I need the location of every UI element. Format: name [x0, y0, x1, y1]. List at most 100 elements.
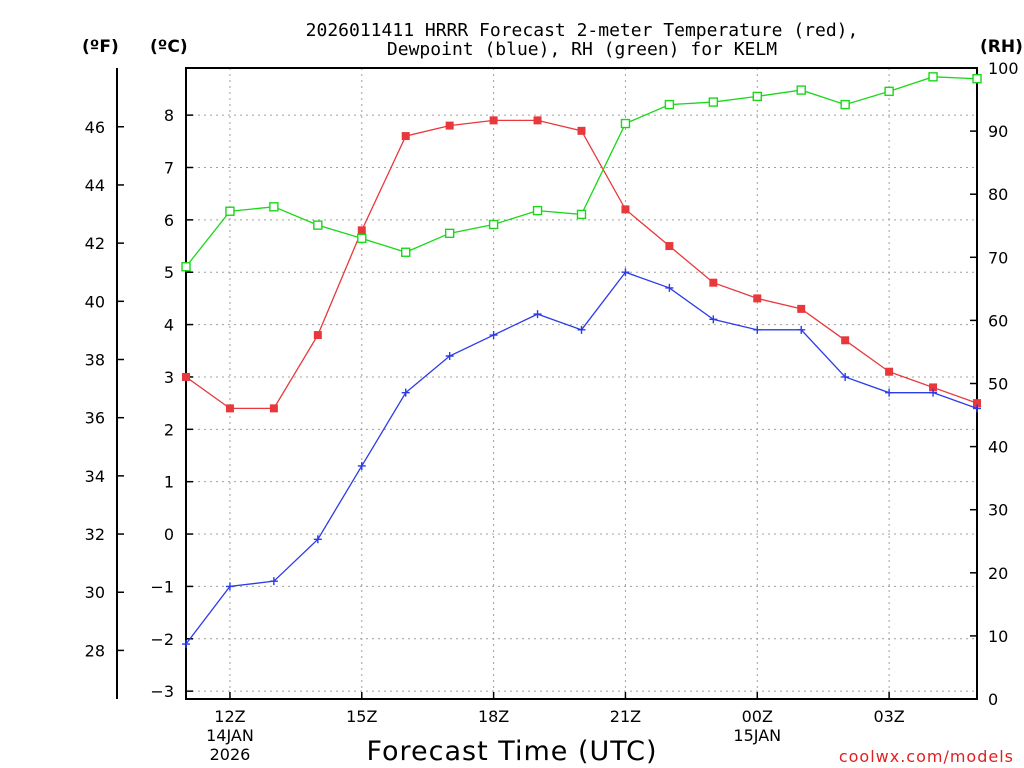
data-point: [665, 242, 674, 251]
data-point: [752, 91, 762, 102]
credit-text: coolwx.com/models: [839, 747, 1014, 766]
data-point: [885, 388, 894, 397]
data-point: [797, 325, 806, 334]
plot-frame: [185, 67, 978, 700]
data-point: [401, 132, 410, 141]
time-tick-label: 03Z: [873, 707, 904, 726]
data-point: [533, 116, 542, 125]
data-point: [181, 262, 191, 272]
data-point: [841, 336, 850, 345]
series-rh: [181, 72, 982, 272]
data-point: [576, 209, 587, 220]
time-tick-label: 12Z: [214, 707, 245, 726]
data-point: [445, 121, 454, 130]
fahrenheit-tick-label: 32: [85, 525, 105, 544]
data-point: [489, 116, 498, 125]
data-point: [357, 461, 366, 470]
fahrenheit-tick-label: 42: [85, 234, 105, 253]
data-point: [357, 233, 367, 244]
fahrenheit-tick-label: 46: [85, 118, 105, 137]
gridlines: [186, 68, 977, 699]
rh-tick-label: 30: [988, 501, 1008, 520]
rh-tick-label: 90: [988, 122, 1008, 141]
data-point: [182, 640, 190, 649]
data-point: [577, 325, 586, 334]
celsius-axis-label: (ºC): [150, 37, 188, 57]
data-point: [269, 577, 278, 586]
rh-tick-label: 50: [988, 375, 1008, 394]
series-line: [185, 76, 978, 268]
celsius-tick-label: 3: [164, 368, 174, 387]
celsius-tick-label: 7: [164, 158, 174, 177]
rh-tick-label: 20: [988, 564, 1008, 583]
celsius-tick-label: 4: [164, 316, 174, 335]
data-point: [269, 404, 278, 413]
fahrenheit-tick-label: 38: [85, 350, 105, 369]
series-layer: [181, 72, 982, 649]
data-point: [225, 404, 234, 413]
data-point: [357, 226, 366, 235]
data-point: [444, 228, 455, 239]
rh-tick-label: 70: [988, 248, 1008, 267]
rh-axis: 0 10 20 30 40 50 60 70 80 90 100: [970, 59, 1019, 709]
data-point: [489, 331, 498, 340]
data-point: [313, 220, 323, 230]
fahrenheit-tick-label: 36: [85, 409, 105, 428]
data-point: [313, 535, 322, 544]
data-point: [488, 219, 499, 230]
fahrenheit-tick-label: 30: [85, 583, 105, 602]
data-point: [841, 372, 850, 381]
x-axis-title: Forecast Time (UTC): [366, 736, 657, 767]
celsius-tick-label: −3: [150, 682, 174, 701]
series-dewpoint: [182, 268, 981, 649]
rh-tick-label: 100: [988, 59, 1019, 78]
data-point: [973, 399, 981, 408]
celsius-tick-label: −2: [150, 630, 174, 649]
time-tick-year: 2026: [210, 745, 251, 764]
data-point: [401, 247, 411, 257]
fahrenheit-axis: 28 30 32 34 36 38 40 42 44 46: [85, 118, 124, 660]
data-point: [577, 126, 586, 135]
data-point: [445, 352, 454, 361]
data-point: [401, 388, 410, 397]
fahrenheit-tick-label: 40: [85, 292, 105, 311]
fahrenheit-tick-label: 44: [85, 176, 105, 195]
rh-tick-label: 40: [988, 438, 1008, 457]
data-point: [708, 97, 719, 107]
celsius-tick-label: 8: [164, 106, 174, 125]
series-line: [185, 119, 978, 410]
series-2-meter-temperature: [182, 116, 981, 413]
data-point: [621, 268, 630, 277]
celsius-tick-label: 6: [164, 211, 174, 230]
data-point: [621, 205, 630, 214]
data-point: [269, 202, 279, 212]
celsius-tick-label: 2: [164, 420, 174, 439]
celsius-tick-label: 0: [164, 525, 174, 544]
data-point: [884, 86, 894, 97]
time-tick-label: 18Z: [478, 707, 509, 726]
data-point: [972, 74, 982, 84]
time-tick-label: 00Z: [742, 707, 773, 726]
time-tick-date: 14JAN: [206, 726, 254, 745]
data-point: [709, 278, 718, 287]
rh-tick-label: 10: [988, 627, 1008, 646]
rh-tick-label: 0: [988, 690, 998, 709]
data-point: [973, 404, 981, 413]
data-point: [929, 383, 938, 392]
fahrenheit-tick-label: 28: [85, 641, 105, 660]
fahrenheit-tick-label: 34: [85, 467, 105, 486]
data-point: [840, 99, 850, 110]
celsius-tick-label: −1: [150, 577, 174, 596]
data-point: [664, 99, 675, 110]
data-point: [665, 283, 674, 292]
rh-axis-label: (RH): [980, 37, 1023, 57]
data-point: [928, 72, 938, 82]
rh-tick-label: 80: [988, 185, 1008, 204]
data-point: [225, 582, 234, 591]
data-point: [929, 388, 938, 397]
data-point: [533, 310, 542, 319]
data-point: [532, 205, 543, 216]
data-point: [796, 85, 806, 95]
celsius-tick-label: 5: [164, 263, 174, 282]
